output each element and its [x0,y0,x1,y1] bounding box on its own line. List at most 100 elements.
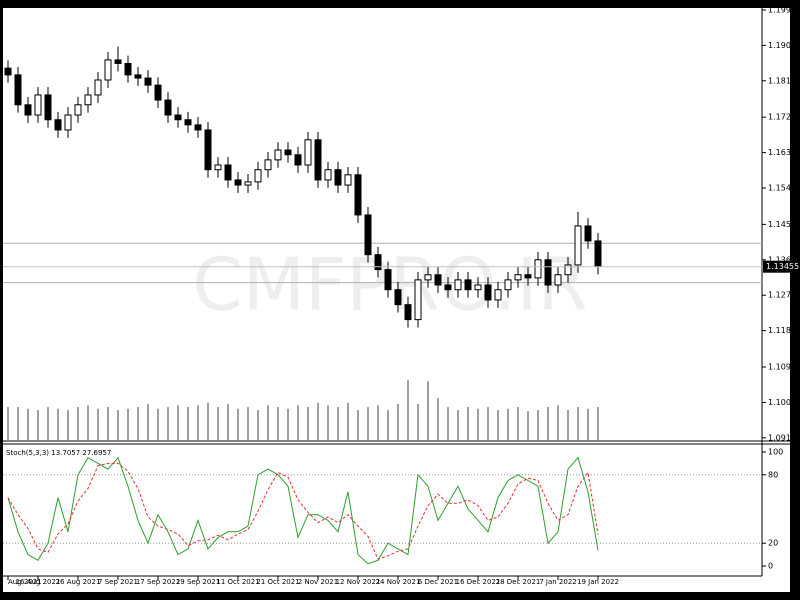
x-tick-label: 28 Dec 2021 [496,578,541,586]
x-tick-label: 29 Sep 2021 [176,578,220,586]
candle-body [334,169,342,186]
x-tick-label: Aug 2021 [8,578,42,586]
y-tick-label: 1.10905 [768,363,800,372]
candle-body [124,62,132,76]
y-tick-label: 100 [768,448,783,457]
candle-body [294,154,302,166]
candle-body [274,149,282,161]
candle-body [544,259,552,286]
x-tick-label: 24 Nov 2021 [376,578,421,586]
y-tick-label: 0 [768,562,773,571]
candle-body [574,225,582,266]
candle-body [584,225,592,242]
candle-body [114,59,122,64]
candle-body [264,159,272,171]
x-tick-label: 17 Sep 2021 [136,578,180,586]
y-tick-label: 1.10005 [768,398,800,407]
candle-body [534,259,542,279]
candle-body [14,74,22,106]
y-tick-label: 1.17255 [768,113,800,122]
candle-body [224,164,232,181]
x-tick-label: 7 Sep 2021 [98,578,138,586]
y-tick-label: 1.19980 [768,5,800,14]
candle-body [594,240,602,267]
indicator-label: Stoch(5,3,3) 13.7057 27.6957 [6,449,111,457]
y-tick-label: 1.15455 [768,184,800,193]
candle-body [104,59,112,81]
candle-body [194,124,202,131]
y-tick-label: 1.18180 [768,76,800,85]
x-tick-label: 6 Dec 2021 [418,578,458,586]
candle-body [84,94,92,106]
candle-body [164,99,172,116]
x-tick-label: 26 Aug 2021 [56,578,101,586]
candle-body [54,119,62,131]
candle-body [554,274,562,286]
x-tick-label: 16 Aug 2021 [16,578,61,586]
candle-body [324,169,332,181]
x-tick-label: 19 Jan 2022 [577,578,619,586]
candle-body [424,274,432,281]
x-tick-label: 12 Nov 2021 [336,578,381,586]
candle-body [304,139,312,166]
candle-body [394,289,402,306]
candle-body [414,279,422,321]
candle-body [454,279,462,291]
y-tick-label: 1.11830 [768,326,800,335]
y-tick-label: 1.13630 [768,255,800,264]
candle-body [234,179,242,186]
candle-body [344,174,352,186]
current-price-box [763,260,791,273]
candle-body [144,77,152,86]
candle-body [504,279,512,291]
candle-body [464,279,472,291]
candle-body [514,274,522,281]
candle-body [564,264,572,276]
y-tick-label: 1.09105 [768,433,800,442]
stoch-line [7,462,599,560]
candle-body [204,129,212,171]
candle-body [134,74,142,79]
candle-body [384,269,392,291]
y-tick-label: 1.12730 [768,291,800,300]
candle-body [524,274,532,279]
candle-body [64,114,72,131]
candle-body [94,79,102,96]
y-tick-label: 80 [768,470,778,479]
y-tick-label: 20 [768,539,778,548]
x-tick-label: 2 Nov 2021 [298,578,338,586]
candle-body [184,119,192,126]
candle-body [4,67,12,76]
y-tick-label: 1.16355 [768,148,800,157]
y-tick-label: 1.14530 [768,220,800,229]
candle-body [34,94,42,116]
candle-body [44,94,52,121]
y-tick-label: 1.19080 [768,41,800,50]
x-tick-label: 11 Oct 2021 [216,578,259,586]
candle-body [494,289,502,301]
candle-body [24,104,32,116]
x-tick-label: 7 Jan 2022 [539,578,577,586]
candle-body [354,174,362,216]
current-price-label: 1.13455 [766,262,799,271]
candle-body [374,254,382,271]
candle-body [444,284,452,291]
candle-body [254,169,262,183]
candle-body [434,274,442,286]
stoch-line [7,456,599,565]
candle-body [74,104,82,116]
candle-body [404,304,412,321]
candle-body [244,181,252,186]
candle-body [484,284,492,301]
candle-body [174,114,182,121]
x-tick-label: 21 Oct 2021 [256,578,299,586]
candle-body [214,164,222,171]
candle-body [364,214,372,256]
x-tick-label: 16 Dec 2021 [456,578,501,586]
candle-body [154,84,162,101]
candle-body [314,139,322,181]
candle-body [284,149,292,156]
candle-body [474,284,482,291]
